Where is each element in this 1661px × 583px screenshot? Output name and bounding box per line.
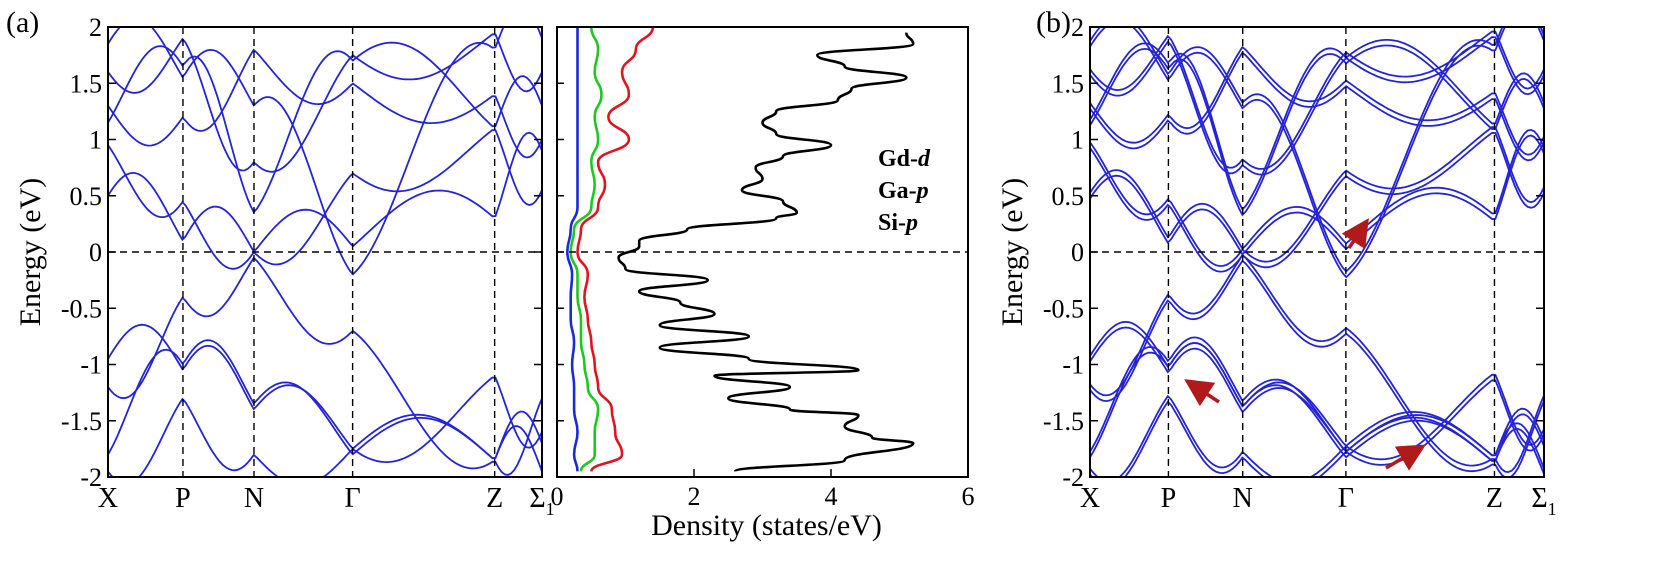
y-tick-label: 0.5 [70, 182, 103, 211]
band-lines [108, 27, 542, 477]
kpoint-label: Z [1486, 483, 1503, 514]
x-axis-label: Density (states/eV) [651, 509, 882, 542]
band-line [1090, 45, 1544, 156]
legend: Gd-d Ga-p Si-p [878, 146, 931, 236]
band-line [108, 129, 542, 270]
annotation-arrow [1184, 379, 1220, 407]
kpoint-label: N [244, 483, 264, 514]
panel-a-density-of-states: 0 2 4 6 Density (states/eV) Gd-d Ga-p Si-p [551, 26, 975, 542]
annotation-arrow [1341, 218, 1369, 250]
legend-entry: Ga-p [878, 178, 929, 204]
panel-label-a: (a) [6, 6, 39, 39]
y-tick-label: -2 [80, 463, 102, 492]
band-line [1090, 36, 1544, 176]
y-tick-label: -1.5 [61, 407, 102, 436]
x-tick-label: 4 [825, 482, 838, 511]
y-tick-label: 2 [1071, 13, 1084, 42]
legend-entry: Gd-d [878, 146, 931, 172]
band-line [1090, 27, 1544, 279]
y-tick-label: 1 [1071, 126, 1084, 155]
band-line [108, 33, 542, 173]
band-line [1090, 128, 1544, 251]
band-line [1090, 379, 1544, 477]
band-line [1090, 373, 1544, 477]
band-line [1090, 126, 1544, 267]
band-line [108, 376, 542, 477]
band-line [1090, 134, 1544, 256]
y-tick-label: 1.5 [1052, 69, 1085, 98]
band-line [108, 27, 542, 276]
kpoint-label: N [1233, 483, 1253, 514]
y-tick-label: 1.5 [70, 69, 103, 98]
band-line [1090, 27, 1544, 273]
band-line [1090, 259, 1544, 477]
kpoint-label: Z [486, 483, 503, 514]
band-line [108, 131, 542, 253]
legend-entry: Si-p [878, 210, 918, 236]
band-line [108, 339, 542, 460]
annotation-arrow [1385, 444, 1427, 471]
y-axis-label: Energy (eV) [14, 178, 47, 327]
dos-line-total [617, 32, 915, 473]
x-tick-label: 2 [688, 482, 701, 511]
kpoint-label: Γ [345, 483, 361, 514]
y-tick-label: -1 [1062, 351, 1084, 380]
y-tick-label: -0.5 [1043, 294, 1084, 323]
y-tick-label: 2 [89, 13, 102, 42]
band-line [108, 323, 542, 472]
y-tick-label: -1.5 [1043, 407, 1084, 436]
band-line [1090, 342, 1544, 462]
kpoint-label: X [1080, 483, 1100, 514]
band-line [108, 41, 542, 214]
band-line [108, 48, 542, 159]
panel-b-band-structure: X P N Γ Z Σ1 2 1.5 1 0.5 0 -0.5 -1 -1.5 -2 Energy (eV) [996, 13, 1557, 519]
band-line [1090, 44, 1544, 217]
band-line [1090, 253, 1544, 474]
panel-label-b: (b) [1036, 6, 1071, 39]
y-tick-label: 0 [89, 238, 102, 267]
band-line [1090, 326, 1544, 475]
y-tick-label: 0 [1071, 238, 1084, 267]
x-tick-label: 0 [551, 482, 564, 511]
kpoint-label: P [1161, 483, 1177, 514]
band-line [108, 256, 542, 476]
y-tick-label: -2 [1062, 463, 1084, 492]
kpoint-label: X [98, 483, 118, 514]
y-tick-label: -0.5 [61, 294, 102, 323]
kpoint-label: Γ [1338, 483, 1354, 514]
dos-line-si-p [565, 27, 579, 472]
kpoint-label: Σ1 [1531, 483, 1556, 519]
y-tick-label: -1 [80, 351, 102, 380]
x-tick-label: 6 [962, 482, 975, 511]
kpoint-label: P [175, 483, 191, 514]
y-axis-label: Energy (eV) [996, 178, 1029, 327]
band-line [1090, 51, 1544, 162]
band-line [1090, 39, 1544, 211]
band-lines [1090, 27, 1544, 477]
y-tick-label: 0.5 [1052, 182, 1085, 211]
band-line [1090, 320, 1544, 469]
dos-line-gd-d [576, 26, 655, 472]
y-tick-label: 1 [89, 126, 102, 155]
